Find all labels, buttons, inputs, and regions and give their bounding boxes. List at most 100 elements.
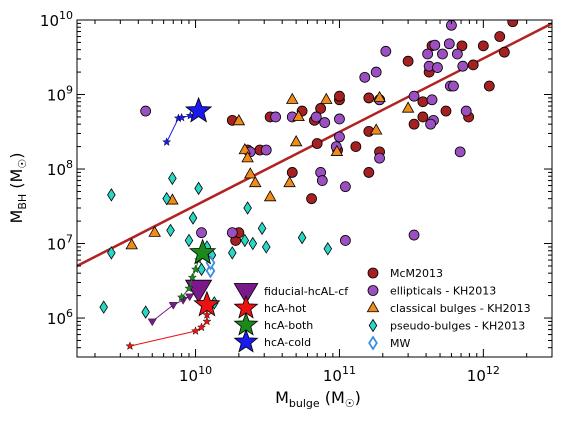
data-point	[240, 233, 250, 248]
track-hca-cold	[162, 96, 213, 146]
data-point	[306, 193, 317, 205]
data-point	[408, 90, 420, 102]
track-point	[162, 137, 172, 146]
data-point	[457, 60, 469, 72]
y-tick-label: 107	[47, 233, 73, 254]
y-tick-label: 1010	[40, 9, 73, 30]
data-point	[205, 263, 216, 279]
data-point	[440, 105, 452, 117]
track-point	[168, 302, 178, 310]
track-hca-both	[177, 238, 217, 302]
data-point	[226, 227, 238, 239]
data-point	[148, 225, 161, 237]
data-point	[363, 167, 375, 178]
data-point	[289, 135, 303, 147]
data-point	[443, 38, 455, 50]
data-point	[283, 175, 296, 188]
track-end-marker	[188, 238, 217, 265]
track-point	[185, 293, 195, 302]
track-point	[202, 310, 212, 319]
data-point	[166, 223, 175, 238]
data-point	[107, 246, 116, 260]
track-point	[177, 112, 187, 122]
series-classical-bulges-kh2013	[125, 90, 415, 250]
data-point	[141, 305, 150, 319]
data-point	[99, 300, 108, 314]
data-point	[334, 90, 345, 102]
legend-marker	[367, 285, 379, 296]
data-point	[350, 141, 362, 152]
data-point	[232, 114, 246, 126]
track-end-marker	[184, 279, 213, 303]
data-point	[243, 201, 252, 215]
legend-label: hcA-hot	[264, 302, 307, 315]
data-point	[425, 118, 437, 130]
data-point	[334, 113, 345, 125]
data-point	[184, 233, 194, 248]
legend-marker	[367, 267, 379, 279]
track-line	[129, 304, 208, 347]
data-point	[426, 94, 438, 106]
data-point	[373, 90, 386, 103]
track-point	[196, 322, 207, 332]
data-point	[456, 40, 468, 52]
data-point	[380, 45, 392, 57]
y-axis-label: MBH (M☉)	[7, 153, 29, 224]
data-point	[168, 171, 177, 186]
legend-item: ellipticals - KH2013	[367, 285, 496, 298]
data-point	[297, 230, 307, 245]
data-point	[261, 240, 271, 254]
data-point	[197, 262, 206, 277]
legend-label: pseudo-bulges - KH2013	[390, 320, 525, 333]
track-point	[187, 272, 197, 282]
tracks-layer	[125, 96, 221, 350]
x-tick-label: 1011	[323, 364, 356, 385]
data-point	[319, 117, 331, 128]
data-point	[228, 246, 237, 260]
data-point	[408, 229, 420, 241]
data-point	[263, 190, 277, 202]
data-point	[270, 111, 282, 123]
data-point	[454, 146, 466, 158]
data-point	[140, 105, 152, 117]
data-point	[429, 39, 441, 51]
track-point	[147, 318, 157, 327]
data-point	[194, 181, 203, 196]
data-point	[498, 46, 510, 58]
data-point	[422, 48, 434, 60]
data-point	[363, 92, 375, 104]
data-point	[494, 31, 506, 42]
track-end-marker	[193, 290, 221, 317]
y-tick-label: 108	[47, 158, 73, 179]
x-tick-label: 1012	[467, 364, 500, 385]
data-point	[437, 48, 448, 60]
data-point	[402, 55, 414, 67]
data-point	[334, 131, 345, 143]
legend-item: hcA-cold	[233, 328, 311, 353]
data-point	[188, 211, 198, 225]
data-point	[311, 138, 323, 149]
data-point	[249, 175, 262, 188]
data-point	[196, 227, 207, 239]
legend-marker	[233, 283, 259, 305]
legend-label: classical bulges - KH2013	[390, 302, 531, 315]
legend-item: fiducial-hcAL-cf	[233, 283, 349, 305]
data-point	[507, 20, 519, 28]
legend: fiducial-hcAL-cf hcA-hot hcA-both hcA-cold M…	[233, 267, 531, 353]
y-tick-label: 106	[47, 307, 73, 328]
data-point	[401, 101, 415, 113]
track-end-marker	[184, 96, 213, 123]
series-ellipticals-kh2013	[140, 20, 472, 246]
track-fiducial-hcal-cf	[147, 279, 213, 327]
track-point	[202, 316, 212, 326]
legend-label: hcA-both	[264, 319, 313, 332]
data-point	[316, 175, 328, 186]
data-point	[320, 92, 333, 104]
data-point	[477, 40, 489, 52]
data-point	[340, 235, 351, 246]
data-points-layer	[99, 20, 519, 319]
data-point	[241, 151, 254, 163]
data-point	[286, 167, 298, 178]
data-point	[417, 111, 429, 123]
track-point	[184, 283, 194, 293]
